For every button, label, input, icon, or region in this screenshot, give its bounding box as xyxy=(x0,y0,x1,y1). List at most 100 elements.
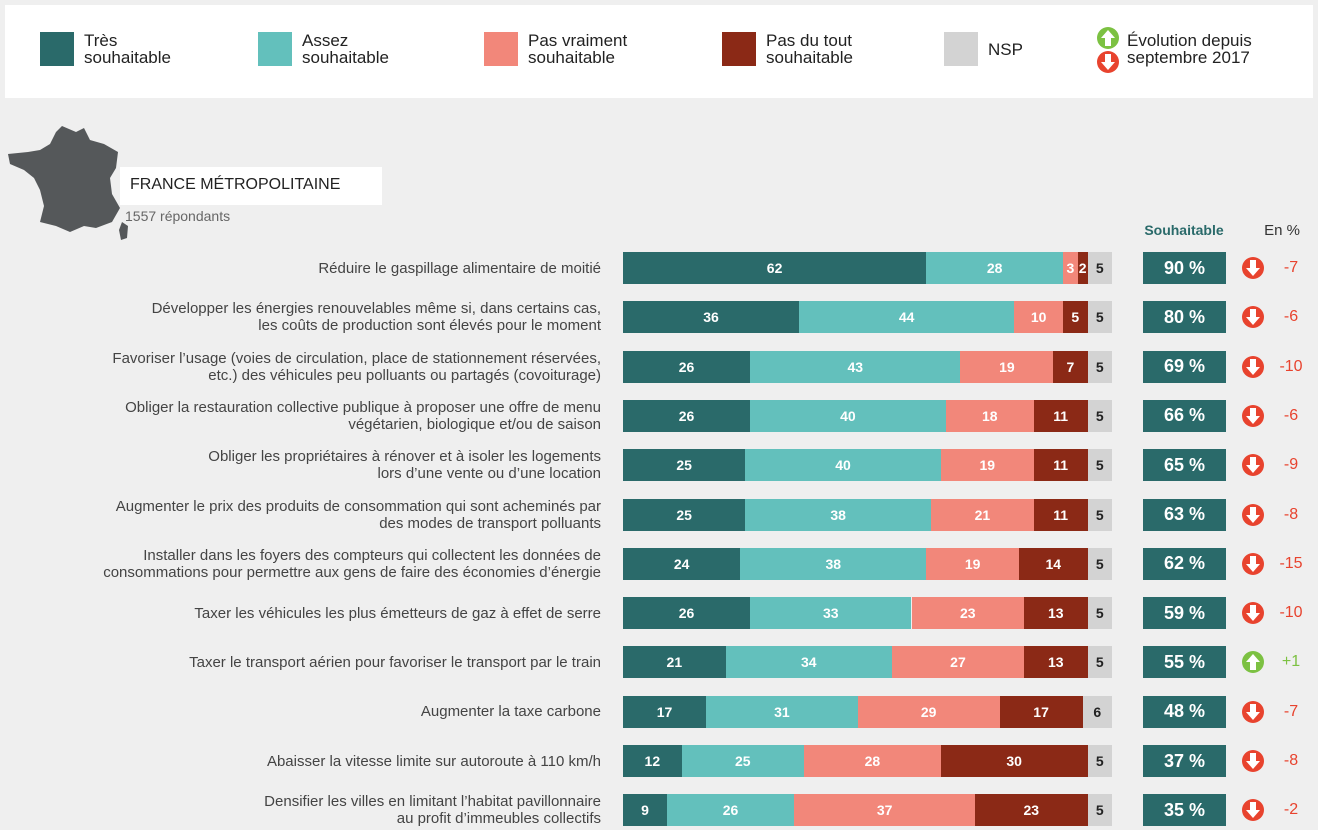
category-label: Obliger la restauration collective publi… xyxy=(125,398,601,433)
bar-segment: 19 xyxy=(926,547,1020,580)
legend-label: Assez souhaitable xyxy=(302,31,389,67)
bar-value-label: 27 xyxy=(950,654,966,671)
bar-value-label: 21 xyxy=(666,654,683,671)
bar-value-label: 34 xyxy=(801,654,817,671)
title-box xyxy=(120,167,382,205)
summary-box: 63 % xyxy=(1143,498,1226,531)
bar-value-label: 13 xyxy=(1047,654,1064,671)
category-label: Développer les énergies renouvelables mê… xyxy=(151,300,601,335)
bar-segment: 26 xyxy=(623,350,751,383)
down-arrow-icon xyxy=(1097,51,1119,73)
bar-value-label: 2 xyxy=(1078,260,1087,276)
bar-value-label: 25 xyxy=(676,506,692,523)
bar-segment: 3 xyxy=(1063,252,1078,284)
icon-arrow xyxy=(1246,309,1260,326)
bar-segment: 37 xyxy=(794,794,976,827)
bar-value-label: 5 xyxy=(1095,753,1104,769)
icon-arrow xyxy=(1246,605,1260,622)
bar-segment: 2 xyxy=(1077,252,1088,284)
bar-segment: 38 xyxy=(745,498,932,531)
summary-label: 66 % xyxy=(1163,405,1206,426)
bar-value-label: 5 xyxy=(1095,358,1104,375)
bar-segment: 17 xyxy=(999,695,1083,728)
legend-label: Pas vraiment souhaitable xyxy=(528,31,628,67)
evolution-header: En % xyxy=(1264,222,1300,239)
bar-value-label: 3 xyxy=(1066,260,1075,276)
bar-value-label: 33 xyxy=(823,605,839,622)
bar-value-label: 14 xyxy=(1045,555,1062,572)
bar-segment: 25 xyxy=(681,745,804,777)
bar-value-label: 7 xyxy=(1066,358,1075,375)
evolution-label: -6 xyxy=(1283,406,1299,424)
bar-segment: 23 xyxy=(911,597,1024,630)
category-label: Densifier les villes en limitant l’habit… xyxy=(264,793,601,828)
bar-segment: 5 xyxy=(1087,745,1112,777)
bar-segment: 14 xyxy=(1019,547,1088,580)
legend-label: Très souhaitable xyxy=(84,31,171,67)
icon-arrow xyxy=(1246,358,1260,375)
down-arrow-icon xyxy=(1242,454,1264,477)
legend-swatch xyxy=(40,32,74,66)
bar-segment: 28 xyxy=(926,252,1064,284)
summary-box: 69 % xyxy=(1143,350,1226,383)
bar-segment: 5 xyxy=(1087,597,1112,630)
bar-value-label: 25 xyxy=(676,457,692,474)
bar-segment: 40 xyxy=(750,399,946,432)
down-arrow-icon xyxy=(1242,503,1264,526)
evolution-label: -9 xyxy=(1283,456,1299,474)
bar-value-label: 5 xyxy=(1095,457,1104,474)
bar-segment: 21 xyxy=(623,646,726,679)
legend-swatch xyxy=(722,32,756,66)
bar-segment: 38 xyxy=(740,547,927,580)
bar-segment: 31 xyxy=(706,695,858,728)
bar-value-label: 12 xyxy=(644,753,661,769)
bar-segment: 24 xyxy=(623,547,741,580)
bar-segment: 7 xyxy=(1053,350,1088,383)
bar-value-label: 5 xyxy=(1095,605,1104,622)
summary-label: 48 % xyxy=(1163,701,1206,722)
down-arrow-icon xyxy=(1242,257,1264,279)
bar-segment: 5 xyxy=(1087,449,1112,482)
bar-value-label: 19 xyxy=(964,555,981,572)
bar-segment: 5 xyxy=(1087,547,1112,580)
bar-value-label: 30 xyxy=(1006,753,1022,769)
bar-segment: 27 xyxy=(891,646,1024,679)
evolution-label: -10 xyxy=(1279,357,1303,375)
bar-value-label: 26 xyxy=(678,358,695,375)
summary-label: 37 % xyxy=(1163,750,1206,771)
category-label: Augmenter la taxe carbone xyxy=(420,703,601,721)
icon-arrow xyxy=(1246,555,1260,572)
bar-segment: 36 xyxy=(623,301,800,334)
bar-segment: 5 xyxy=(1087,498,1112,531)
icon-arrow xyxy=(1246,703,1260,720)
up-arrow-icon xyxy=(1242,651,1264,674)
summary-label: 90 % xyxy=(1163,257,1206,278)
legend-swatch xyxy=(484,32,518,66)
icon-arrow xyxy=(1246,506,1260,523)
down-arrow-icon xyxy=(1242,700,1264,723)
bar-value-label: 6 xyxy=(1093,703,1102,720)
bar-segment: 21 xyxy=(931,498,1034,531)
map-corsica xyxy=(119,222,128,240)
bar-value-label: 17 xyxy=(656,703,673,720)
legend-label: Pas du tout souhaitable xyxy=(766,31,853,67)
summary-box: 65 % xyxy=(1143,449,1226,482)
bar-value-label: 62 xyxy=(766,260,783,276)
bar-segment: 34 xyxy=(725,646,892,679)
bar-value-label: 40 xyxy=(840,407,856,424)
bar-value-label: 17 xyxy=(1033,703,1049,720)
legend-label: Évolution depuis septembre 2017 xyxy=(1127,31,1252,67)
category-label: Réduire le gaspillage alimentaire de moi… xyxy=(318,259,601,277)
bar-segment: 26 xyxy=(623,597,751,630)
bar-segment: 23 xyxy=(975,794,1088,827)
bar-segment: 33 xyxy=(750,597,912,630)
bar-segment: 5 xyxy=(1087,794,1112,827)
bar-segment: 5 xyxy=(1087,646,1112,679)
bar-value-label: 38 xyxy=(830,506,846,523)
bar-value-label: 26 xyxy=(722,802,739,819)
bar-value-label: 18 xyxy=(981,407,998,424)
bar-value-label: 25 xyxy=(735,753,751,769)
bar-value-label: 23 xyxy=(959,605,976,622)
summary-label: 35 % xyxy=(1163,799,1206,820)
bar-value-label: 11 xyxy=(1053,457,1069,474)
